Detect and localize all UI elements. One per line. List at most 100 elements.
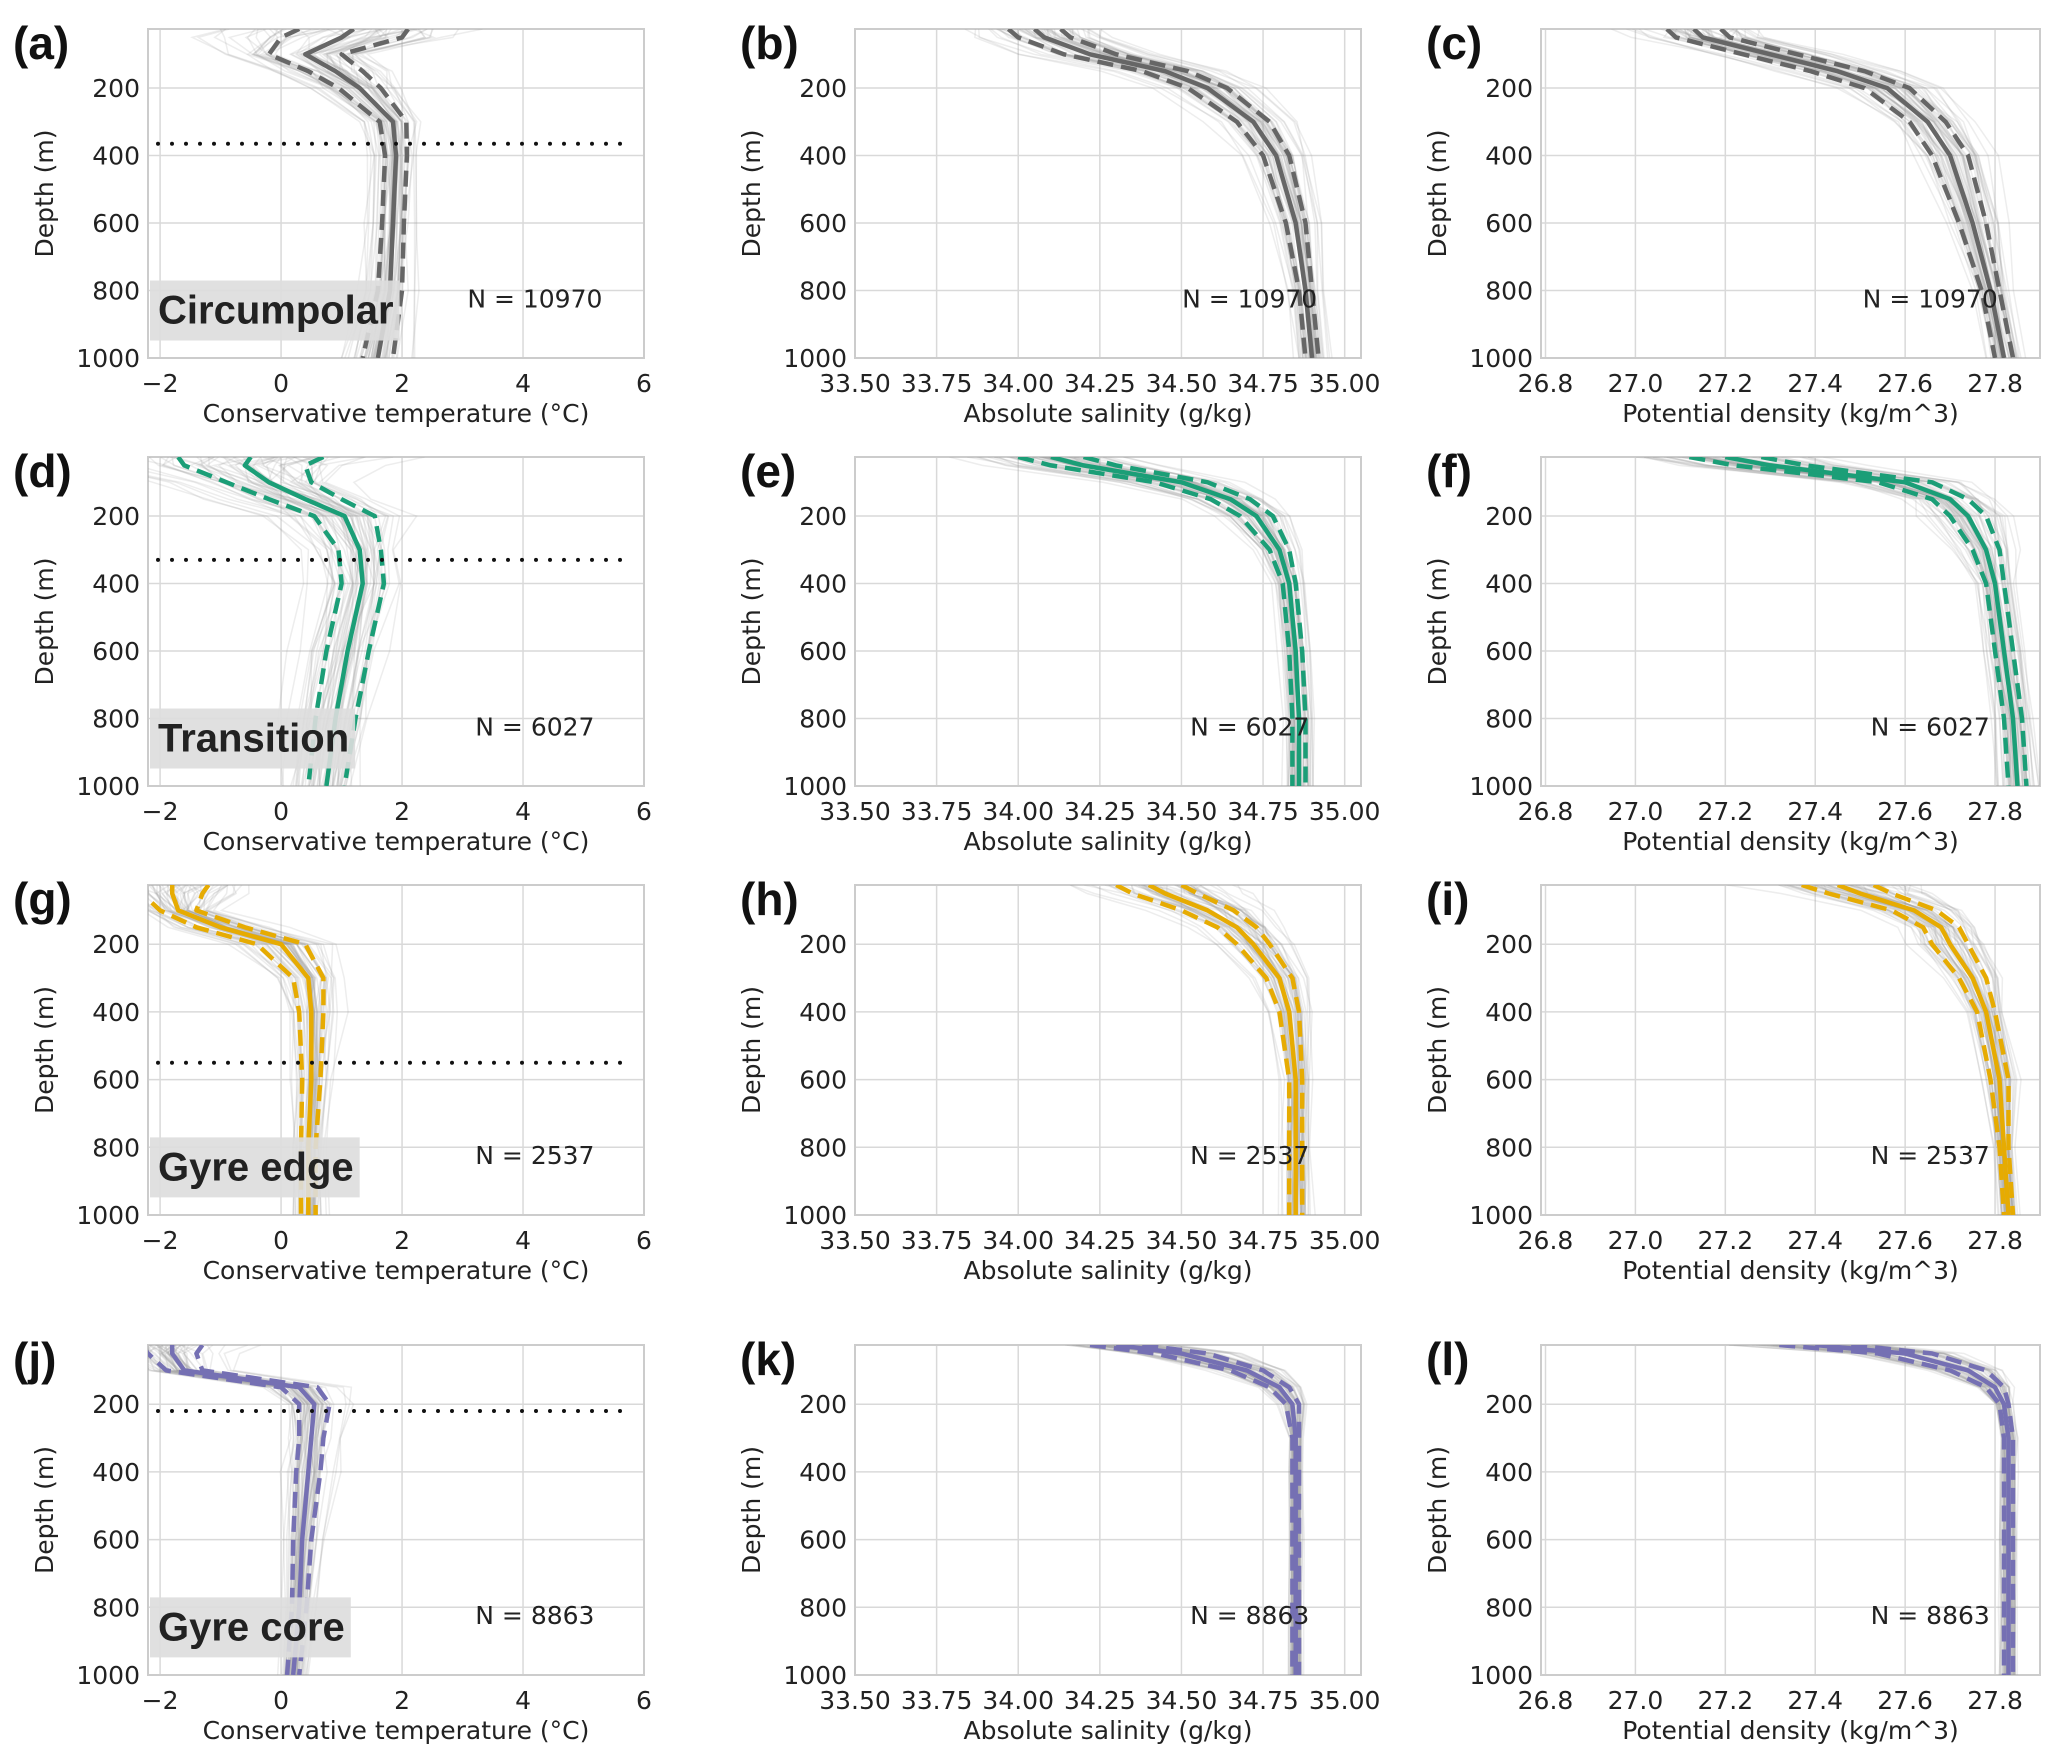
individual-profile-line bbox=[1643, 457, 1999, 786]
axes-frame bbox=[147, 884, 645, 1216]
x-axis-label: Potential density (kg/m^3) bbox=[1622, 827, 1959, 856]
x-tick-label: 35.00 bbox=[1309, 1686, 1381, 1715]
individual-profile-line bbox=[1866, 885, 2011, 1215]
individual-profile-line bbox=[1102, 457, 1314, 786]
individual-profile-line bbox=[198, 885, 333, 1215]
x-tick-label: 2 bbox=[394, 369, 410, 398]
individual-profile-line bbox=[1747, 29, 2027, 358]
y-tick-label: 600 bbox=[1485, 209, 1533, 238]
individual-profile-line bbox=[1134, 885, 1305, 1215]
y-tick-label: 800 bbox=[799, 277, 847, 306]
lower-std-line bbox=[148, 1349, 302, 1675]
mean-profile-line bbox=[1147, 885, 1298, 1215]
individual-profile-line bbox=[232, 1345, 353, 1675]
individual-profile-line bbox=[155, 885, 313, 1215]
individual-profile-line bbox=[976, 457, 1293, 786]
upper-std-line bbox=[194, 885, 326, 1215]
panel-c: 26.8 27.0 27.2 27.4 27.6 27.8 200 400 600 800 1000… bbox=[1423, 17, 2041, 428]
individual-profile-line bbox=[1237, 885, 1310, 1215]
individual-profile-line bbox=[279, 457, 382, 786]
individual-profile-line bbox=[1886, 1345, 2020, 1675]
region-label-box bbox=[150, 280, 400, 341]
lower-std-line bbox=[1089, 1345, 1295, 1675]
individual-profile-line bbox=[286, 457, 375, 786]
x-tick-label: 26.8 bbox=[1518, 369, 1574, 398]
individual-profile-line bbox=[148, 475, 336, 786]
individual-profile-line bbox=[1099, 29, 1331, 358]
y-tick-label: 200 bbox=[799, 1390, 847, 1419]
individual-profile-line bbox=[217, 457, 343, 786]
x-axis-label: Conservative temperature (°C) bbox=[203, 1716, 590, 1745]
x-tick-label: 34.00 bbox=[982, 1686, 1054, 1715]
panel-j: −2 0 2 4 6 200 400 600 800 1000 Conservative tempe… bbox=[13, 1333, 652, 1745]
individual-profile-line bbox=[1086, 29, 1325, 358]
individual-profile-line bbox=[1069, 885, 1286, 1215]
individual-profile-line bbox=[1167, 1345, 1308, 1675]
x-tick-label: 34.00 bbox=[982, 369, 1054, 398]
individual-profile-line bbox=[1070, 885, 1284, 1215]
plot-area bbox=[1611, 29, 2027, 358]
individual-profile-line bbox=[1082, 29, 1321, 358]
y-axis-label: Depth (m) bbox=[737, 558, 766, 686]
panel-letter: (g) bbox=[13, 873, 72, 925]
individual-profile-line bbox=[173, 885, 318, 1215]
x-tick-label: 34.25 bbox=[1064, 1226, 1136, 1255]
individual-profile-line bbox=[148, 1367, 292, 1675]
individual-profile-line bbox=[160, 1345, 306, 1675]
individual-profile-line bbox=[177, 1345, 327, 1675]
panel-letter: (a) bbox=[13, 17, 69, 69]
x-tick-label: 34.75 bbox=[1227, 797, 1299, 826]
individual-profile-line bbox=[1647, 457, 2011, 786]
individual-profile-line bbox=[148, 1345, 309, 1675]
y-tick-label: 200 bbox=[92, 502, 140, 531]
x-tick-label: 27.8 bbox=[1967, 1226, 2023, 1255]
individual-profile-line bbox=[1123, 457, 1312, 786]
mean-profile-line bbox=[169, 1345, 317, 1675]
panel-letter: (d) bbox=[13, 445, 72, 497]
axes-frame bbox=[854, 456, 1362, 787]
individual-profile-line bbox=[201, 1345, 324, 1675]
n-count-label: N = 6027 bbox=[1871, 712, 1990, 741]
plot-area bbox=[148, 457, 425, 786]
individual-profile-line bbox=[148, 1355, 295, 1675]
mean-profile-line bbox=[1050, 457, 1302, 786]
y-tick-label: 200 bbox=[92, 74, 140, 103]
individual-profile-line bbox=[1080, 457, 1314, 786]
individual-profile-line bbox=[1786, 885, 2002, 1215]
y-tick-label: 600 bbox=[1485, 637, 1533, 666]
individual-profile-line bbox=[196, 29, 376, 358]
individual-profile-line bbox=[309, 29, 402, 358]
y-tick-label: 1000 bbox=[76, 344, 140, 373]
x-axis-label: Absolute salinity (g/kg) bbox=[964, 827, 1253, 856]
individual-profile-line bbox=[187, 885, 319, 1215]
individual-profile-line bbox=[1666, 457, 2000, 786]
individual-profile-line bbox=[148, 476, 329, 786]
individual-profile-line bbox=[259, 457, 375, 786]
y-tick-label: 800 bbox=[799, 1133, 847, 1162]
x-tick-label: 6 bbox=[636, 369, 652, 398]
upper-std-line bbox=[1850, 1345, 2016, 1675]
individual-profile-line bbox=[160, 1345, 320, 1675]
y-tick-label: 600 bbox=[92, 1066, 140, 1095]
y-tick-label: 800 bbox=[92, 705, 140, 734]
individual-profile-line bbox=[148, 908, 298, 1215]
individual-profile-line bbox=[148, 1345, 307, 1675]
y-tick-label: 400 bbox=[799, 1458, 847, 1487]
individual-profile-line bbox=[194, 457, 346, 786]
y-tick-label: 600 bbox=[799, 1066, 847, 1095]
x-tick-label: 34.50 bbox=[1146, 1686, 1218, 1715]
x-tick-label: 0 bbox=[273, 1686, 289, 1715]
individual-profile-line bbox=[148, 476, 305, 786]
individual-profile-line bbox=[148, 457, 337, 786]
y-axis-label: Depth (m) bbox=[737, 1446, 766, 1574]
individual-profile-line bbox=[185, 885, 323, 1215]
individual-profile-line bbox=[148, 904, 296, 1215]
individual-profile-line bbox=[219, 885, 349, 1215]
individual-profile-line bbox=[201, 885, 335, 1215]
individual-profile-line bbox=[207, 457, 355, 786]
x-tick-label: 26.8 bbox=[1518, 797, 1574, 826]
lower-std-line bbox=[1688, 457, 2011, 786]
y-tick-label: 400 bbox=[92, 142, 140, 171]
region-label-box bbox=[150, 1137, 360, 1198]
individual-profile-line bbox=[167, 1345, 312, 1675]
